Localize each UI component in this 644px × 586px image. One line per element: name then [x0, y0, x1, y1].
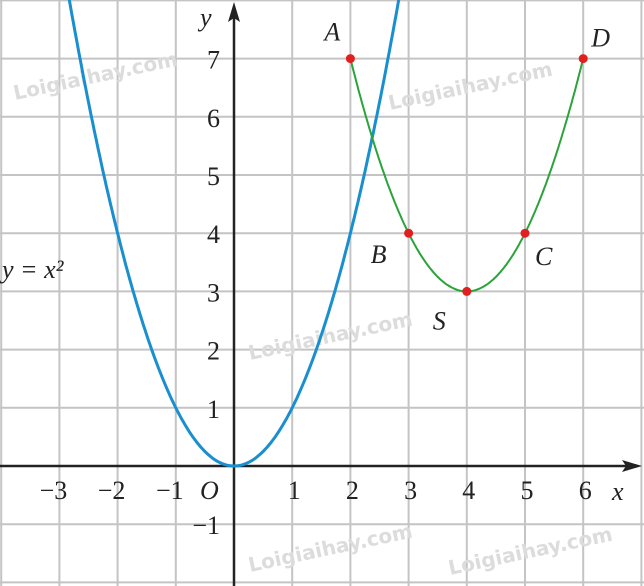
- y-tick-label: 5: [207, 162, 220, 191]
- x-axis-label: x: [611, 477, 624, 506]
- y-tick-label: 6: [207, 104, 220, 133]
- y-axis-arrow-icon: [228, 2, 240, 22]
- point-S: [462, 286, 472, 296]
- point-label-D: D: [590, 24, 610, 53]
- point-C: [520, 228, 530, 238]
- x-tick-label: −2: [98, 476, 126, 505]
- x-tick-label: −1: [156, 476, 184, 505]
- point-label-A: A: [322, 18, 340, 47]
- y-tick-label: 2: [207, 337, 220, 366]
- y-tick-label: 3: [207, 278, 220, 307]
- y-tick-label: 4: [207, 220, 220, 249]
- origin-label: O: [200, 476, 219, 505]
- watermark: Loigiaihay.com: [246, 307, 415, 365]
- point-label-B: B: [371, 240, 387, 269]
- y-tick-label: −1: [192, 511, 220, 540]
- x-tick-label: −3: [40, 476, 68, 505]
- watermark: Loigiaihay.com: [11, 47, 180, 105]
- point-label-C: C: [535, 242, 553, 271]
- y-axis-label: y: [197, 3, 212, 32]
- point-D: [578, 54, 588, 64]
- x-tick-label: 4: [462, 476, 475, 505]
- watermark: Loigiaihay.com: [246, 519, 415, 577]
- x-tick-label: 5: [521, 476, 534, 505]
- watermark: Loigiaihay.com: [446, 522, 615, 580]
- curve-y-equals-x-squared: [67, 0, 401, 468]
- x-tick-label: 3: [404, 476, 417, 505]
- point-B: [404, 228, 414, 238]
- x-tick-label: 6: [579, 476, 592, 505]
- series-label: y = x²: [0, 255, 65, 284]
- watermark: Loigiaihay.com: [386, 57, 555, 115]
- x-axis-arrow-icon: [622, 460, 642, 472]
- x-tick-label: 1: [288, 476, 301, 505]
- y-tick-label: 7: [207, 46, 220, 75]
- y-tick-label: 1: [207, 395, 220, 424]
- x-tick-label: 2: [346, 476, 359, 505]
- point-label-S: S: [433, 306, 446, 335]
- point-A: [345, 54, 355, 64]
